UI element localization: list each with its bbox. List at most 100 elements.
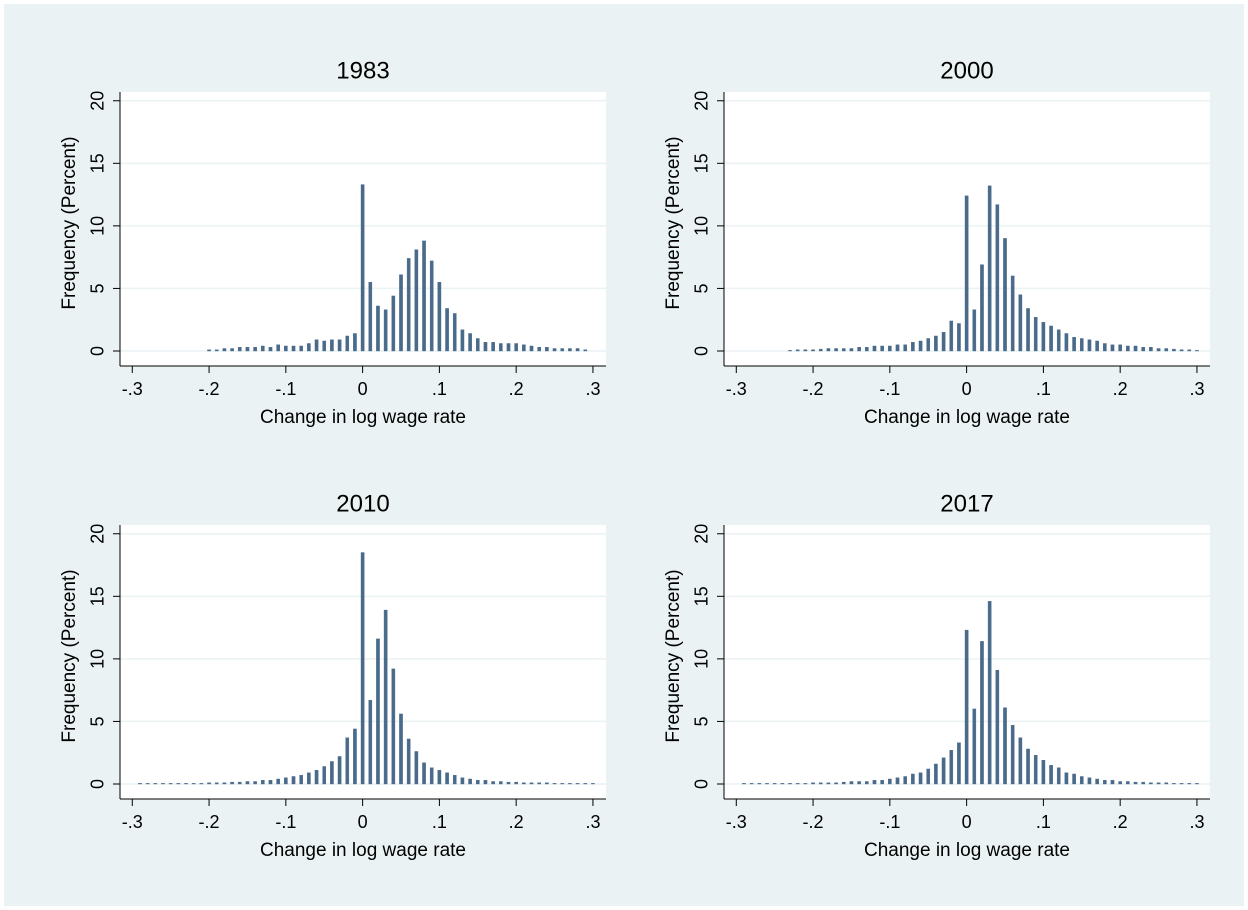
y-tick-label: 0 [692, 779, 712, 789]
bar [1072, 773, 1076, 785]
bar [452, 313, 457, 352]
bar [422, 240, 426, 352]
bar [818, 348, 823, 352]
bar [1118, 781, 1122, 785]
panel-title: 2000 [940, 57, 993, 84]
bar [537, 347, 542, 352]
bar [491, 781, 495, 785]
y-tick-label: 5 [692, 716, 712, 726]
bar [437, 281, 442, 352]
bar [552, 783, 557, 785]
bar [483, 780, 488, 785]
bar [514, 781, 518, 785]
bar [949, 750, 954, 785]
x-tick-label: .2 [1113, 379, 1128, 399]
bar [1026, 748, 1030, 785]
bar [1149, 782, 1153, 785]
x-tick-label: 0 [962, 379, 972, 399]
bar [1041, 760, 1046, 785]
bar [957, 742, 961, 785]
bar [849, 781, 854, 785]
bar [291, 345, 296, 352]
bar [888, 345, 892, 352]
bar [1072, 337, 1076, 352]
bar [284, 345, 288, 352]
bar [1056, 767, 1061, 785]
bar [788, 783, 792, 785]
bar [360, 552, 365, 785]
bar [1018, 737, 1023, 785]
bar [376, 638, 380, 785]
y-tick-label: 5 [692, 283, 712, 293]
bar [506, 781, 511, 785]
bar [872, 345, 877, 352]
bar [742, 783, 746, 785]
x-tick-label: 0 [358, 812, 368, 832]
bar [537, 782, 542, 785]
bar [383, 609, 388, 785]
bar [560, 348, 565, 352]
bar [1095, 778, 1099, 785]
bar [1110, 344, 1115, 352]
bar [1133, 345, 1138, 352]
x-tick-label: .1 [1036, 812, 1051, 832]
bar [499, 343, 503, 352]
x-tick-label: -.2 [199, 812, 220, 832]
bar [261, 780, 265, 785]
bar [475, 780, 480, 785]
bar [191, 783, 196, 785]
bar [414, 249, 419, 352]
bar [880, 780, 884, 785]
bar [568, 348, 572, 352]
bar [987, 185, 992, 352]
x-tick-label: 0 [962, 812, 972, 832]
bar [399, 713, 403, 785]
bar [414, 751, 419, 785]
y-tick-label: 20 [692, 91, 712, 111]
bar [276, 778, 280, 785]
bar [834, 782, 838, 785]
bar [353, 333, 357, 352]
y-tick-label: 15 [88, 153, 108, 173]
bar [161, 783, 165, 785]
x-tick-label: .2 [1113, 812, 1128, 832]
bar [949, 320, 954, 352]
panel: 1983 0 5 10 15 20 -.3 -.2 -.1 0 .1 .2 .3 Change in lo… [59, 57, 606, 428]
y-tick-label: 10 [88, 649, 108, 669]
bar [1010, 275, 1015, 352]
bar [1179, 349, 1184, 352]
bar [422, 762, 426, 785]
bar [857, 781, 861, 785]
x-tick-label: -.2 [803, 379, 824, 399]
bar [322, 340, 327, 352]
bar [445, 308, 449, 352]
bar [322, 766, 327, 785]
bar [1187, 349, 1192, 352]
bar [284, 777, 288, 785]
bar [911, 342, 915, 352]
bar [788, 350, 792, 352]
bar [903, 344, 907, 352]
bar [1172, 783, 1176, 785]
bar [345, 335, 350, 352]
x-tick-label: .3 [1189, 379, 1204, 399]
x-tick-label: .1 [432, 379, 447, 399]
bar [406, 258, 411, 352]
bar [353, 728, 357, 785]
bar [514, 343, 518, 352]
bar [880, 345, 884, 352]
bar [145, 783, 150, 785]
bar [1026, 308, 1030, 352]
bar [1103, 780, 1107, 785]
bar [995, 669, 1000, 785]
y-axis-title: Frequency (Percent) [59, 136, 80, 309]
bar [1095, 340, 1099, 352]
x-tick-label: -.2 [803, 812, 824, 832]
y-tick-label: 0 [692, 346, 712, 356]
bar [1164, 782, 1169, 785]
x-axis-title: Change in log wage rate [260, 840, 466, 861]
bar [237, 781, 242, 785]
bar [568, 783, 572, 785]
bar [1172, 348, 1176, 352]
panel: 2017 0 5 10 15 20 -.3 -.2 -.1 0 .1 .2 .3 Change in lo… [663, 490, 1210, 861]
